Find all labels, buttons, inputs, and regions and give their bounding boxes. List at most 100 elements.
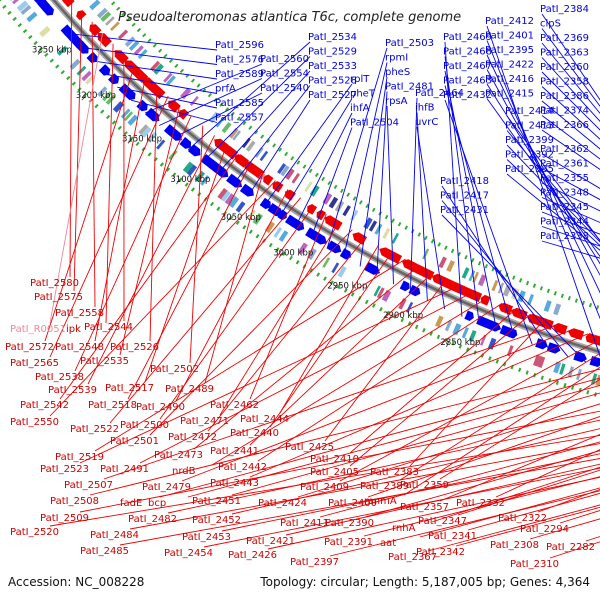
gene-label-forward: ihfA: [350, 103, 370, 114]
gene-label-reverse: PatI_2538: [35, 372, 84, 383]
gene-label-reverse: PatI_2424: [258, 498, 307, 509]
leader-line-reverse: [187, 384, 600, 498]
cog-tile: [133, 45, 144, 56]
tick-dot: [437, 242, 441, 247]
gene-label-reverse: PatI_2544: [84, 322, 133, 333]
cog-tile: [141, 126, 152, 138]
gene-label-forward: PatI_2527: [308, 90, 357, 101]
tick-dot: [477, 261, 482, 266]
cog-tile: [259, 150, 269, 162]
leader-line-reverse: [167, 419, 600, 514]
cog-tile: [382, 227, 391, 240]
gene-label-forward: pheT: [350, 89, 376, 100]
tick-dot: [172, 172, 177, 177]
cog-tile: [480, 334, 487, 346]
reverse-gene: [222, 145, 239, 160]
gene-label-forward: PatI_2362: [540, 144, 589, 155]
cog-tile: [16, 0, 29, 12]
gene-label-reverse: PatI_2550: [10, 417, 59, 428]
tick-dot: [560, 293, 564, 298]
gene-label-forward: PatI_2366: [540, 120, 589, 131]
leader-line-forward: [90, 60, 218, 80]
gene-label-forward: PatI_2596: [215, 40, 264, 51]
cog-tile: [306, 247, 317, 260]
tick-dot: [458, 344, 463, 349]
tick-dot: [158, 48, 163, 53]
leader-line-reverse: [204, 171, 264, 384]
cog-tile: [491, 279, 499, 292]
leader-line-forward: [173, 92, 263, 139]
forward-gene: [267, 203, 283, 217]
gene-label-forward: PatI_2431: [440, 205, 489, 216]
reverse-gene: [330, 218, 343, 231]
gene-label-reverse: PatI_2542: [20, 400, 69, 411]
cog-tile: [96, 7, 108, 19]
gene-label-reverse: PatI_2472: [168, 432, 217, 443]
cog-tile: [527, 294, 534, 306]
cog-tile: [502, 284, 512, 297]
gene-label-forward: PatI_2355: [540, 173, 589, 184]
cog-tile: [124, 36, 136, 47]
tick-dot: [282, 251, 287, 256]
cog-tile: [342, 205, 351, 217]
forward-gene: [546, 342, 561, 354]
gene-label-reverse: fadE: [120, 498, 142, 509]
gene-label-reverse: PatI_2523: [40, 464, 89, 475]
gene-label-forward: PatI_2557: [215, 113, 264, 124]
gene-label-forward: PatI_2576: [215, 55, 264, 66]
leader-line-reverse: [537, 488, 600, 513]
tick-dot: [404, 225, 408, 230]
leader-line-forward: [541, 13, 600, 101]
gene-label-forward: PatI_2528: [308, 76, 357, 87]
gene-label-reverse: PatI_2485: [80, 546, 129, 557]
gene-label-reverse: PatI_2294: [520, 524, 569, 535]
gene-label-forward: prfA: [215, 84, 236, 95]
gene-label-forward: PatI_2589: [215, 69, 264, 80]
leader-line-reverse: [349, 313, 531, 467]
forward-gene: [213, 164, 229, 178]
cog-tile: [461, 327, 469, 339]
leader-line-reverse: [105, 43, 114, 324]
tick-dot: [71, 81, 76, 86]
gene-label-reverse: PatI_2519: [55, 452, 104, 463]
gene-label-reverse: PatI_2453: [182, 532, 231, 543]
tick-dot: [414, 324, 419, 330]
forward-gene: [124, 88, 136, 101]
tick-dot: [272, 143, 277, 148]
tick-dot: [236, 116, 241, 121]
leader-line-forward: [441, 185, 551, 352]
leader-line-forward: [506, 115, 600, 242]
leader-line-forward: [444, 85, 515, 339]
gene-label-reverse: PatI_2397: [290, 557, 339, 568]
leader-line-reverse: [175, 189, 289, 402]
cog-tile: [156, 139, 166, 150]
leader-line-reverse: [269, 251, 393, 428]
gene-label-reverse: PatI_2341: [428, 531, 477, 542]
tick-dot: [400, 317, 405, 323]
gene-label-reverse: PatI_2522: [70, 424, 119, 435]
gene-label-reverse: PatI_2391: [324, 537, 373, 548]
cog-tile: [81, 70, 92, 82]
tick-dot: [275, 247, 280, 252]
leader-line-reverse: [149, 229, 353, 436]
cog-tile: [285, 168, 295, 180]
tick-dot: [83, 92, 88, 98]
tick-dot: [163, 53, 168, 58]
tick-dot: [512, 275, 516, 280]
gene-label-reverse: PatI_2565: [10, 358, 59, 369]
cog-tile: [247, 209, 257, 221]
forward-gene: [408, 284, 421, 297]
leader-line-reverse: [207, 237, 366, 432]
cog-tile: [350, 209, 359, 221]
gene-label-forward: uvrC: [415, 117, 438, 128]
cog-tile: [368, 220, 378, 232]
map-title: Pseudoalteromonas atlantica T6c, complet…: [118, 10, 461, 25]
tick-dot: [588, 303, 592, 308]
cog-tile: [224, 193, 235, 205]
tick-dot: [174, 63, 179, 68]
leader-line-reverse: [431, 466, 600, 523]
gene-label-reverse: PatI_2389: [360, 481, 409, 492]
cog-tile: [105, 94, 116, 105]
leader-line-reverse: [455, 506, 600, 547]
leader-line-reverse: [203, 467, 600, 548]
